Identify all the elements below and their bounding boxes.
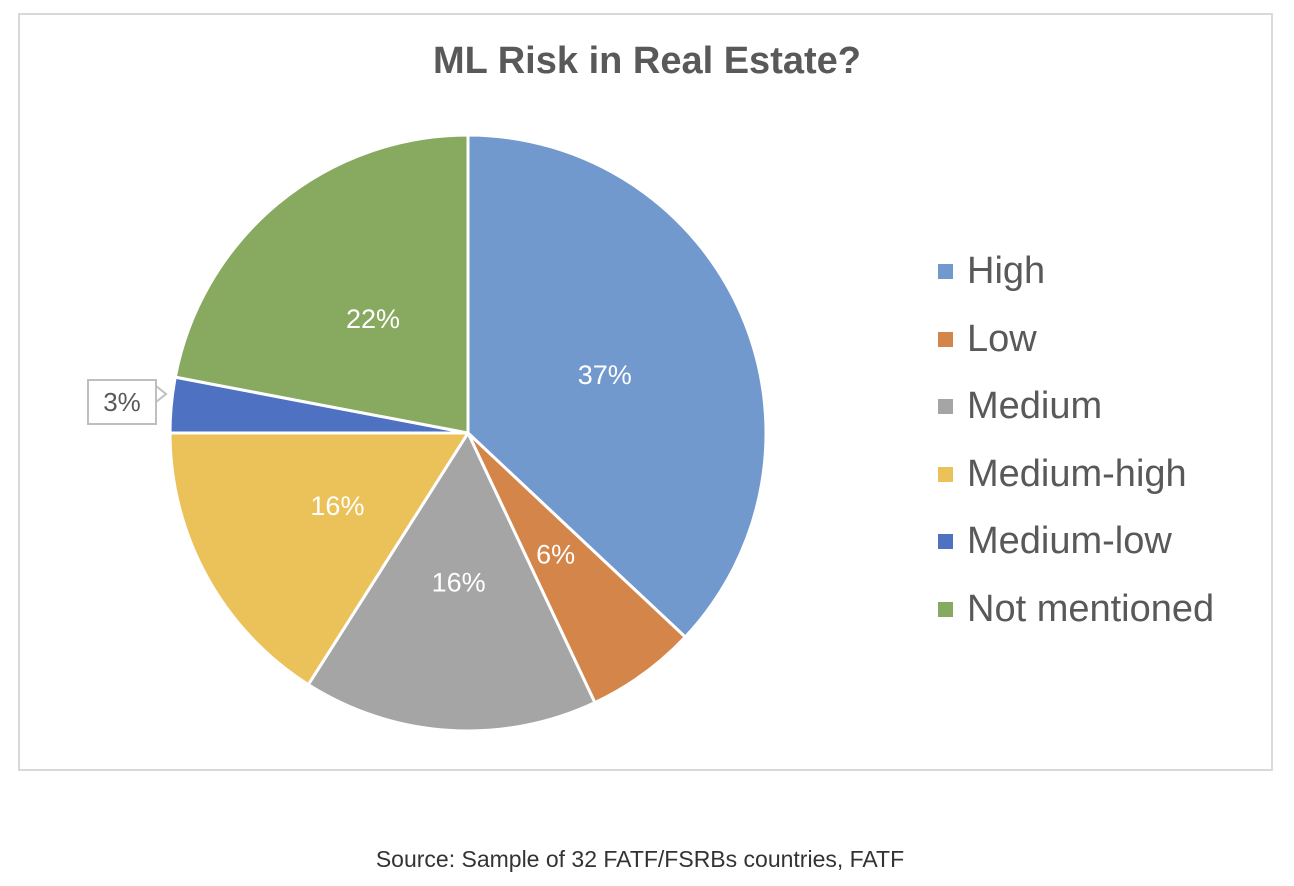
data-label-medium-low: 3% — [103, 387, 141, 417]
legend-swatch-high — [938, 264, 953, 280]
legend-item-not-mentioned: Not mentioned — [938, 576, 1214, 644]
data-label-medium-high: 16% — [310, 491, 364, 521]
legend-swatch-low — [938, 331, 953, 347]
legend-swatch-not-mentioned — [938, 601, 953, 617]
legend-item-high: High — [938, 238, 1214, 306]
legend-label-medium: Medium — [967, 385, 1103, 428]
legend-item-low: Low — [938, 306, 1214, 374]
legend-item-medium: Medium — [938, 373, 1214, 441]
chart-legend: High Low Medium Medium-high Medium-low Not me… — [938, 238, 1214, 643]
source-caption: Source: Sample of 32 FATF/FSRBs countrie… — [375, 846, 905, 872]
legend-label-medium-low: Medium-low — [967, 520, 1172, 563]
legend-label-low: Low — [967, 317, 1037, 360]
pie-slice-medium — [306, 431, 597, 733]
legend-swatch-medium-low — [938, 534, 953, 550]
data-label-not-mentioned: 22% — [346, 304, 400, 334]
legend-label-medium-high: Medium-high — [967, 452, 1187, 495]
legend-swatch-medium-high — [938, 466, 953, 482]
pie-slice-high — [466, 133, 768, 639]
data-label-medium: 16% — [432, 568, 486, 598]
pie-slice-not-mentioned — [173, 133, 470, 435]
legend-swatch-medium — [938, 399, 953, 415]
legend-label-high: High — [967, 250, 1046, 293]
pie-slice-medium-high — [168, 431, 470, 687]
chart-title: ML Risk in Real Estate? — [433, 40, 861, 82]
legend-item-medium-low: Medium-low — [938, 508, 1214, 576]
data-label-high: 37% — [578, 360, 632, 390]
legend-item-medium-high: Medium-high — [938, 441, 1214, 509]
data-label-medium-low-leader — [155, 385, 168, 403]
legend-label-not-mentioned: Not mentioned — [967, 587, 1215, 630]
data-label-medium-low-callout: 3% — [87, 379, 168, 425]
data-label-low: 6% — [536, 540, 575, 570]
data-label-medium-low-box — [87, 379, 157, 425]
